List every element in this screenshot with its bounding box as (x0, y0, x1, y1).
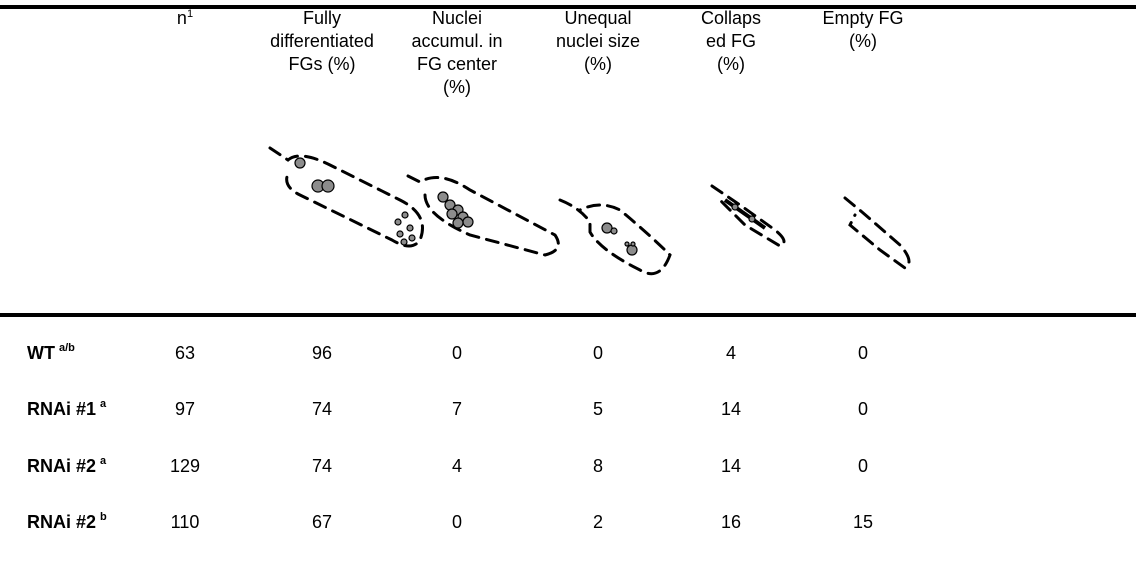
cell-value: 0 (452, 343, 462, 363)
cell-value: 16 (721, 512, 741, 532)
column-header: differentiated (270, 31, 374, 51)
cell-value: 0 (858, 343, 868, 363)
header-superscript: 1 (187, 8, 193, 20)
header-text: nuclei size (556, 31, 640, 51)
header-text: accumul. in (411, 31, 502, 51)
cell-value: 15 (853, 512, 873, 532)
cell-value: 63 (175, 343, 195, 363)
cell-value: 5 (593, 399, 603, 419)
cell-value: 4 (452, 456, 462, 476)
cell-value: 0 (452, 512, 462, 532)
header-rule (0, 313, 1136, 317)
header-text: Collaps (701, 8, 761, 28)
cell-value: 0 (858, 456, 868, 476)
cell-value: 2 (593, 512, 603, 532)
header-text: ed FG (706, 31, 756, 51)
header-text: (%) (443, 77, 471, 97)
sketch-nuclei-center (408, 176, 558, 255)
cell-value: 14 (721, 399, 741, 419)
row-label-superscript: b (100, 511, 107, 523)
column-header: ed FG (706, 31, 756, 51)
sketch-fully-differentiated (270, 148, 423, 246)
column-header: n1 (177, 8, 193, 28)
column-header: Fully (303, 8, 341, 28)
cell-value: 14 (721, 456, 741, 476)
cell-value: 74 (312, 456, 332, 476)
row-label: RNAi #2 a (27, 455, 107, 476)
cell-value: 4 (726, 343, 736, 363)
cell-value: 96 (312, 343, 332, 363)
cell-value: 8 (593, 456, 603, 476)
header-text: Empty FG (822, 8, 903, 28)
column-header: (%) (443, 77, 471, 97)
cell-value: 110 (171, 512, 200, 532)
row-label-text: WT (27, 343, 55, 363)
header-text: (%) (584, 54, 612, 74)
column-header: Unequal (564, 8, 631, 28)
row-label-superscript: a (100, 398, 107, 410)
header-text: Unequal (564, 8, 631, 28)
cell-value: 97 (175, 399, 195, 419)
header-text: Fully (303, 8, 341, 28)
header-text: (%) (717, 54, 745, 74)
column-header: FG center (417, 54, 497, 74)
row-label-superscript: a (100, 455, 107, 467)
header-text: n (177, 8, 187, 28)
column-header: (%) (849, 31, 877, 51)
row-label: RNAi #2 b (27, 511, 107, 532)
column-header: (%) (584, 54, 612, 74)
cell-value: 129 (170, 456, 200, 476)
header-text: FG center (417, 54, 497, 74)
sketch-unequal-nuclei (560, 200, 670, 274)
cell-value: 0 (858, 399, 868, 419)
row-label: RNAi #1 a (27, 398, 107, 419)
row-label-text: RNAi #2 (27, 456, 96, 476)
cell-value: 67 (312, 512, 332, 532)
column-header: nuclei size (556, 31, 640, 51)
column-header: Nuclei (432, 8, 482, 28)
row-label-superscript: a/b (59, 342, 75, 354)
sketch-empty (845, 198, 909, 268)
header-text: differentiated (270, 31, 374, 51)
column-header: accumul. in (411, 31, 502, 51)
cell-value: 7 (452, 399, 462, 419)
column-header: FGs (%) (289, 54, 356, 74)
header-text: (%) (849, 31, 877, 51)
column-header: (%) (717, 54, 745, 74)
column-header: Empty FG (822, 8, 903, 28)
header-text: Nuclei (432, 8, 482, 28)
column-header: Collaps (701, 8, 761, 28)
table-figure: n1 Fully differentiated FGs (%) Nuclei accumu… (0, 0, 1136, 567)
row-label: WT a/b (27, 342, 75, 363)
sketch-collapsed (712, 186, 784, 246)
header-text: FGs (%) (289, 54, 356, 74)
cell-value: 74 (312, 399, 332, 419)
cell-value: 0 (593, 343, 603, 363)
row-label-text: RNAi #2 (27, 512, 96, 532)
row-label-text: RNAi #1 (27, 399, 96, 419)
